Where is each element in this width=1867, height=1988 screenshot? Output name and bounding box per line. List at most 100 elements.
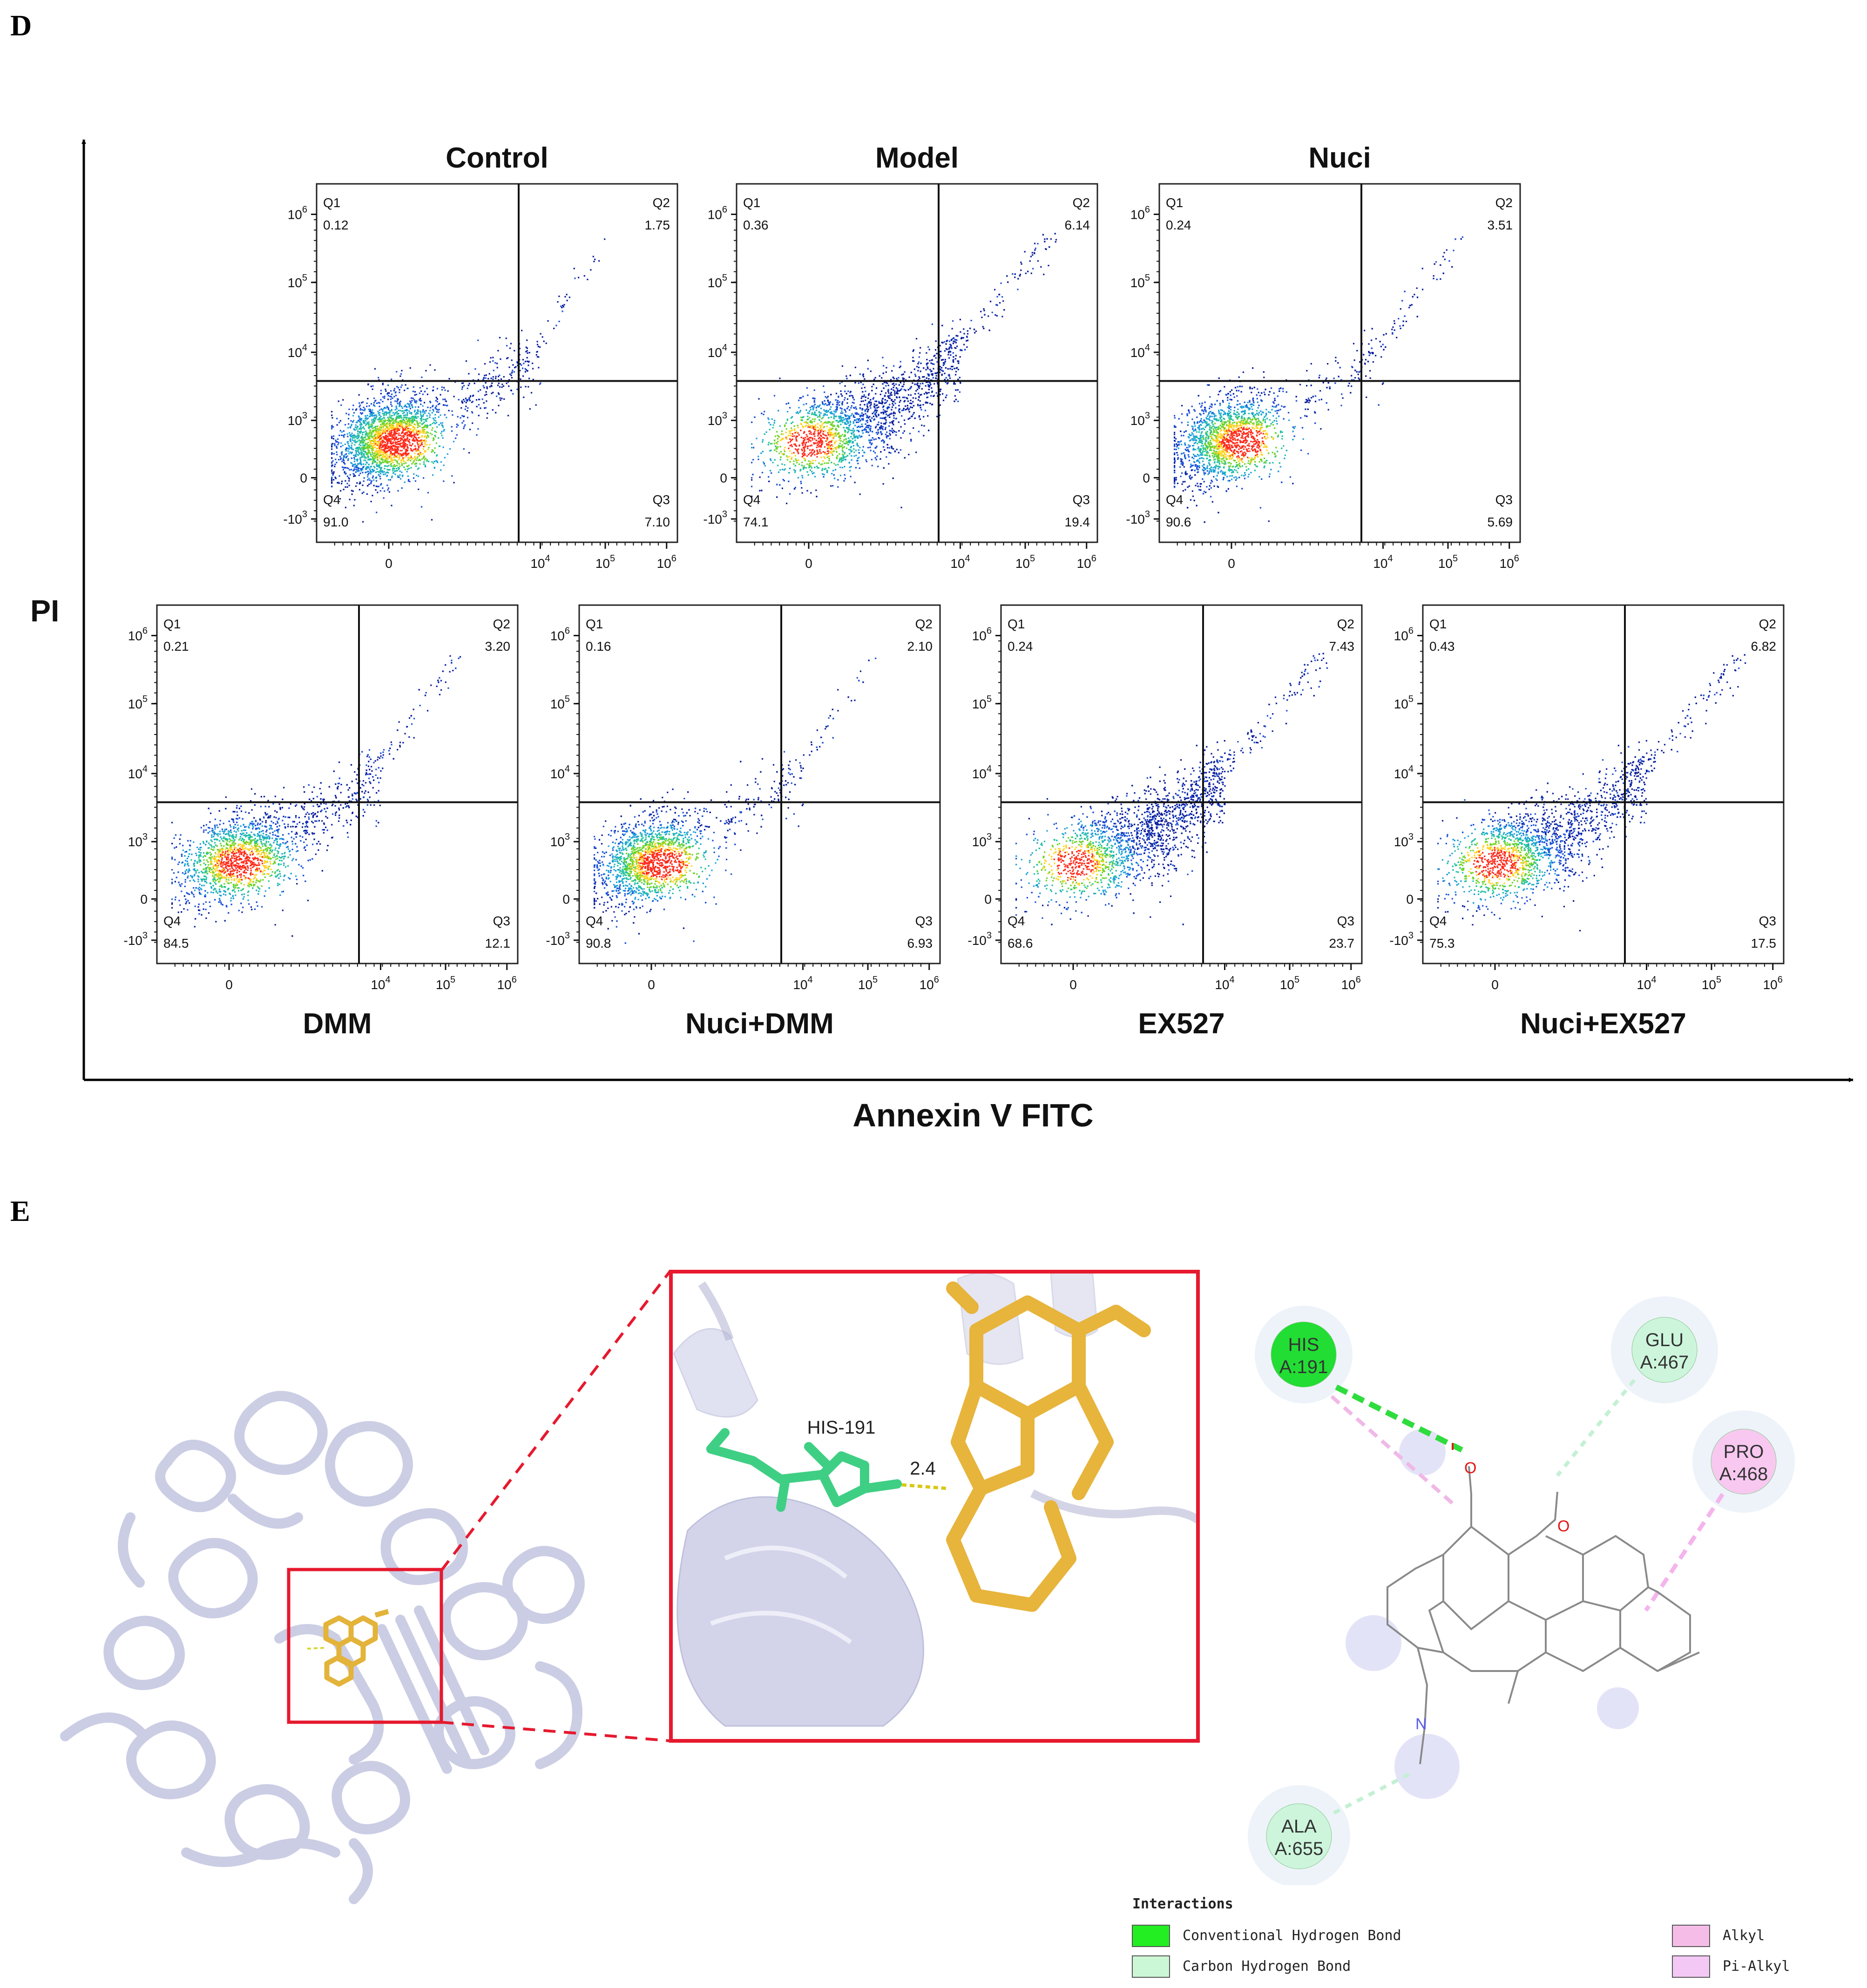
x-tick-label: 104: [371, 975, 390, 992]
quadrant-name-q3: Q3: [915, 914, 933, 928]
y-tick-label: 105: [128, 694, 148, 711]
x-tick-label: 0: [225, 977, 233, 992]
y-tick-label: 105: [972, 694, 992, 711]
plot-title: Model: [875, 142, 959, 174]
quadrant-value-q4: 75.3: [1429, 936, 1455, 950]
y-tick-label: 106: [1130, 204, 1150, 222]
x-tick-label: 0: [1228, 556, 1235, 571]
quadrant-value-q2: 3.20: [485, 639, 511, 654]
quadrant-name-q1: Q1: [163, 617, 181, 631]
x-tick-label: 105: [595, 553, 615, 571]
x-tick-label: 106: [497, 975, 517, 992]
x-tick-label: 104: [530, 553, 550, 571]
x-tick-label: 106: [657, 553, 676, 571]
y-tick-label: 104: [1130, 343, 1150, 360]
legend-title: Interactions: [1132, 1896, 1233, 1912]
x-axis-ticks: 0 104 105 106: [1441, 964, 1783, 992]
x-tick-label: 0: [385, 556, 392, 571]
residue-ala: ALAA:655: [1266, 1804, 1332, 1869]
y-tick-label: 103: [1394, 832, 1414, 849]
nitrogen-atom: N: [1415, 1715, 1427, 1733]
x-tick-label: 104: [1373, 553, 1393, 571]
plot-title: EX527: [1138, 1008, 1224, 1040]
y-tick-label: 0: [720, 471, 727, 485]
x-tick-label: 104: [950, 553, 970, 571]
pi-axis-label: PI: [30, 593, 59, 628]
flow-cytometry-panel: PI Annexin V FITC Q10.12Q21.75Q491.0Q37.…: [0, 0, 1867, 1154]
interaction-diagram-2d: O O N HISA:191GLUA:467PROA:468ALAA:655: [1211, 1285, 1862, 1885]
x-axis-ticks: 0 104 105 106: [335, 542, 676, 571]
residue-name: GLU: [1645, 1330, 1684, 1350]
plot-frame: [737, 184, 1097, 542]
y-tick-label: 0: [984, 892, 992, 906]
flow-plot-3: Q10.24Q23.51Q490.6Q35.691061051041030-10…: [1126, 142, 1520, 571]
quadrant-value-q1: 0.36: [743, 218, 769, 232]
y-tick-label: 106: [128, 626, 148, 643]
diagram-halos: [1248, 1296, 1795, 1885]
plot-title: Control: [446, 142, 548, 174]
quadrant-name-q3: Q3: [493, 914, 510, 928]
x-tick-label: 105: [1438, 553, 1458, 571]
quadrant-name-q2: Q2: [653, 195, 670, 210]
legend-label-pi-alkyl: Pi-Alkyl: [1723, 1958, 1790, 1975]
y-axis-ticks: 1061051041030-103: [546, 626, 579, 948]
y-tick-label: -103: [123, 930, 148, 948]
flow-plot-5: Q10.16Q22.10Q490.8Q36.931061051041030-10…: [546, 605, 940, 1040]
residue-id: A:191: [1279, 1357, 1328, 1377]
residue-id: A:468: [1719, 1464, 1768, 1484]
quadrant-name-q4: Q4: [1166, 492, 1183, 507]
quadrant-value-q1: 0.43: [1429, 639, 1455, 654]
plot-frame: [1001, 605, 1362, 964]
quadrant-value-q1: 0.24: [1166, 218, 1191, 232]
protein-overview: [47, 1294, 708, 1946]
x-tick-label: 105: [1015, 553, 1035, 571]
y-axis-ticks: 1061051041030-103: [967, 626, 1001, 948]
y-tick-label: 106: [550, 626, 570, 643]
quadrant-value-q4: 68.6: [1008, 936, 1033, 950]
residue-pro: PROA:468: [1711, 1429, 1776, 1494]
y-tick-label: 0: [1406, 892, 1414, 906]
y-tick-label: 104: [128, 764, 148, 781]
quadrant-value-q3: 23.7: [1329, 936, 1355, 950]
quadrant-name-q2: Q2: [1759, 617, 1776, 631]
quadrant-name-q3: Q3: [1759, 914, 1776, 928]
flow-plot-4: Q10.21Q23.20Q484.5Q312.11061051041030-10…: [123, 605, 518, 1040]
legend-label-conventional-hbond: Conventional Hydrogen Bond: [1183, 1927, 1401, 1944]
quadrant-value-q3: 7.10: [645, 515, 670, 529]
legend-swatch-carbon-hbond: [1132, 1956, 1170, 1977]
x-tick-label: 104: [793, 975, 812, 992]
y-tick-label: 105: [1130, 273, 1150, 290]
quadrant-value-q3: 19.4: [1065, 515, 1090, 529]
x-tick-label: 105: [436, 975, 455, 992]
y-tick-label: 0: [300, 471, 307, 485]
y-axis-ticks: 1061051041030-103: [283, 204, 317, 526]
quadrant-value-q1: 0.12: [323, 218, 349, 232]
y-tick-label: 106: [288, 204, 307, 222]
y-tick-label: 103: [972, 832, 992, 849]
quadrant-name-q4: Q4: [1008, 914, 1025, 928]
panel-e-letter: E: [10, 1194, 30, 1228]
y-tick-label: -103: [546, 930, 570, 948]
plot-frame: [157, 605, 518, 964]
x-tick-label: 106: [1077, 553, 1096, 571]
residue-id: A:467: [1640, 1352, 1689, 1373]
x-axis-ticks: 0 104 105 106: [755, 542, 1096, 571]
zoom-box: HIS-191 2.4: [669, 1270, 1200, 1743]
ligand-skeleton: [1387, 1466, 1699, 1764]
quadrant-name-q2: Q2: [493, 617, 510, 631]
y-tick-label: 103: [550, 832, 570, 849]
quadrant-name-q4: Q4: [1429, 914, 1447, 928]
flow-plot-1: Q10.12Q21.75Q491.0Q37.101061051041030-10…: [283, 142, 677, 571]
y-tick-label: -103: [1389, 930, 1414, 948]
y-tick-label: 103: [1130, 411, 1150, 428]
x-tick-label: 0: [648, 977, 655, 992]
x-tick-label: 106: [1341, 975, 1361, 992]
y-axis-ticks: 1061051041030-103: [1389, 626, 1423, 948]
quadrant-value-q4: 84.5: [163, 936, 189, 950]
y-tick-label: -103: [703, 509, 727, 526]
quadrant-value-q3: 5.69: [1488, 515, 1513, 529]
y-tick-label: 106: [708, 204, 727, 222]
residue-name: PRO: [1724, 1442, 1764, 1462]
quadrant-value-q3: 6.93: [907, 936, 933, 950]
x-tick-label: 0: [1491, 977, 1499, 992]
